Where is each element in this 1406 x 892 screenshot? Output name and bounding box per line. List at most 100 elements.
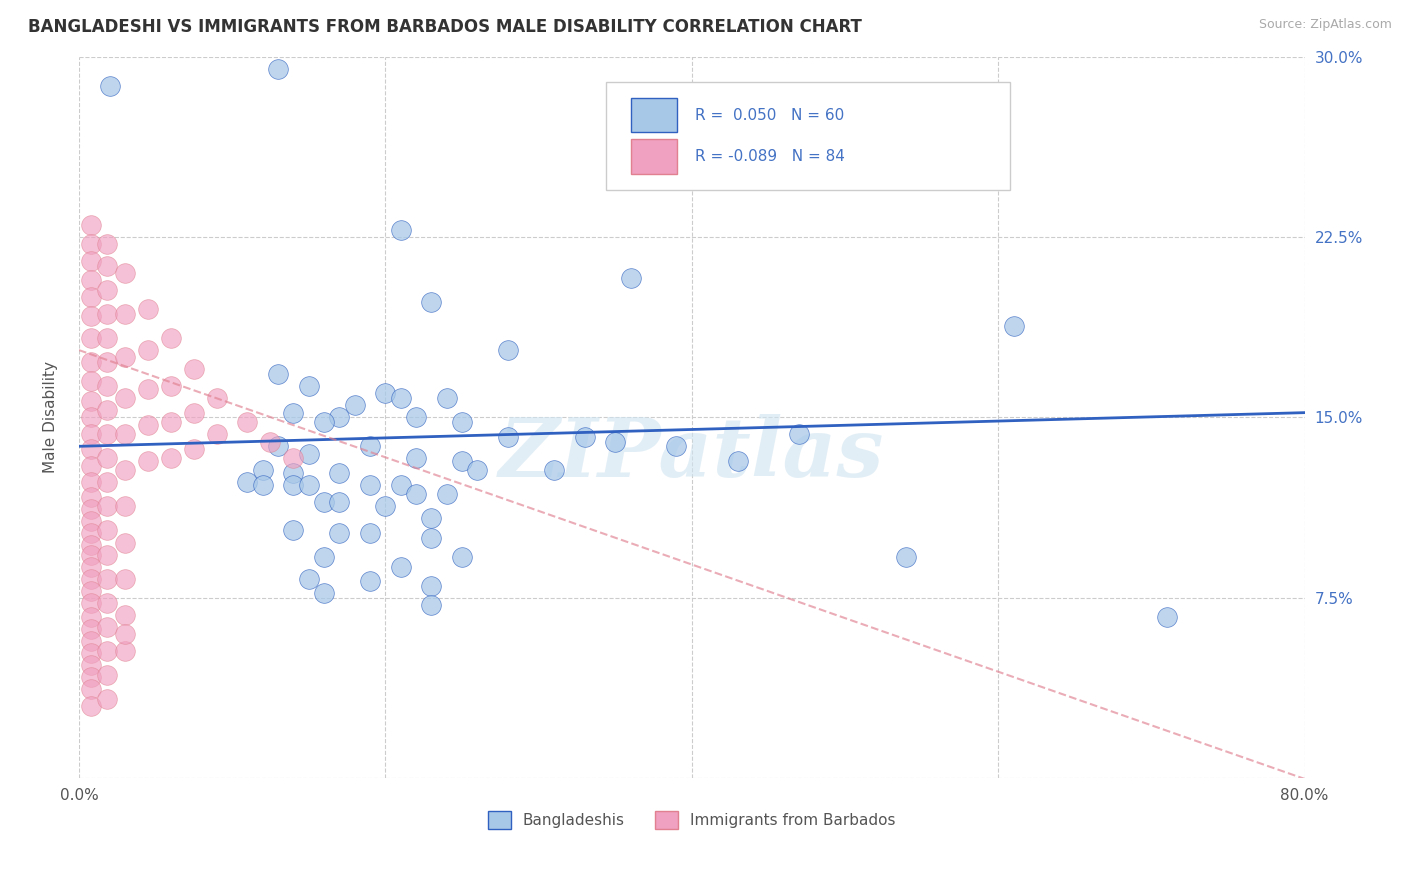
Point [328, 494, 350, 508]
Point [80, 254, 103, 268]
Point [328, 525, 350, 540]
Point [205, 427, 228, 442]
Point [183, 442, 205, 456]
Point [183, 362, 205, 376]
Point [665, 439, 688, 453]
Point [96, 379, 118, 393]
Point [136, 454, 159, 468]
Point [80, 273, 103, 287]
Point [896, 549, 918, 564]
Point [80, 583, 103, 598]
Point [114, 391, 136, 405]
Point [96, 572, 118, 586]
Point [405, 487, 427, 501]
Point [80, 682, 103, 697]
Point [236, 475, 259, 490]
Point [160, 379, 183, 393]
Point [114, 500, 136, 514]
Point [298, 572, 321, 586]
Point [96, 307, 118, 321]
Point [80, 548, 103, 562]
Point [283, 466, 305, 480]
Point [451, 549, 474, 564]
Point [787, 427, 810, 442]
Point [80, 442, 103, 456]
Point [389, 391, 412, 405]
Point [96, 620, 118, 634]
Point [420, 295, 443, 310]
Point [80, 218, 103, 232]
Point [114, 307, 136, 321]
Point [80, 310, 103, 324]
Point [160, 415, 183, 429]
Point [405, 451, 427, 466]
Point [259, 434, 281, 449]
Point [80, 670, 103, 684]
Point [496, 343, 519, 357]
Point [80, 572, 103, 586]
Point [80, 375, 103, 389]
Text: R = -0.089   N = 84: R = -0.089 N = 84 [696, 149, 845, 164]
Point [420, 511, 443, 525]
FancyBboxPatch shape [630, 98, 678, 132]
Point [80, 501, 103, 516]
Point [314, 494, 336, 508]
Text: R =  0.050   N = 60: R = 0.050 N = 60 [696, 108, 845, 122]
Point [96, 691, 118, 706]
Point [727, 454, 749, 468]
Point [96, 283, 118, 297]
Point [136, 302, 159, 317]
Point [465, 463, 488, 477]
Point [96, 644, 118, 658]
Point [80, 596, 103, 610]
Point [96, 331, 118, 345]
Point [343, 399, 366, 413]
Point [298, 379, 321, 393]
Point [314, 415, 336, 429]
Point [114, 644, 136, 658]
Point [1002, 319, 1025, 334]
Point [436, 391, 458, 405]
Point [80, 559, 103, 574]
Point [80, 699, 103, 714]
Point [574, 430, 596, 444]
Point [96, 427, 118, 442]
Y-axis label: Male Disability: Male Disability [44, 361, 58, 474]
Point [328, 410, 350, 425]
Point [136, 417, 159, 432]
Point [543, 463, 565, 477]
Point [80, 458, 103, 473]
Point [420, 598, 443, 612]
Point [98, 78, 121, 93]
Point [436, 487, 458, 501]
Point [496, 430, 519, 444]
Point [136, 343, 159, 357]
Point [96, 451, 118, 466]
Point [96, 548, 118, 562]
Point [80, 410, 103, 425]
Point [359, 439, 381, 453]
Point [96, 237, 118, 252]
Point [80, 427, 103, 442]
Point [160, 331, 183, 345]
Point [283, 406, 305, 420]
Point [114, 607, 136, 622]
Legend: Bangladeshis, Immigrants from Barbados: Bangladeshis, Immigrants from Barbados [481, 805, 903, 836]
Text: BANGLADESHI VS IMMIGRANTS FROM BARBADOS MALE DISABILITY CORRELATION CHART: BANGLADESHI VS IMMIGRANTS FROM BARBADOS … [28, 18, 862, 36]
Point [136, 382, 159, 396]
Point [80, 475, 103, 490]
Point [80, 646, 103, 660]
Point [80, 355, 103, 369]
Point [205, 391, 228, 405]
Point [80, 538, 103, 552]
Point [359, 574, 381, 588]
Point [314, 549, 336, 564]
Point [96, 259, 118, 273]
Point [267, 439, 290, 453]
Point [359, 525, 381, 540]
FancyBboxPatch shape [630, 139, 678, 174]
Point [420, 531, 443, 545]
Point [451, 415, 474, 429]
Point [605, 434, 627, 449]
Text: ZIPatlas: ZIPatlas [499, 414, 884, 493]
